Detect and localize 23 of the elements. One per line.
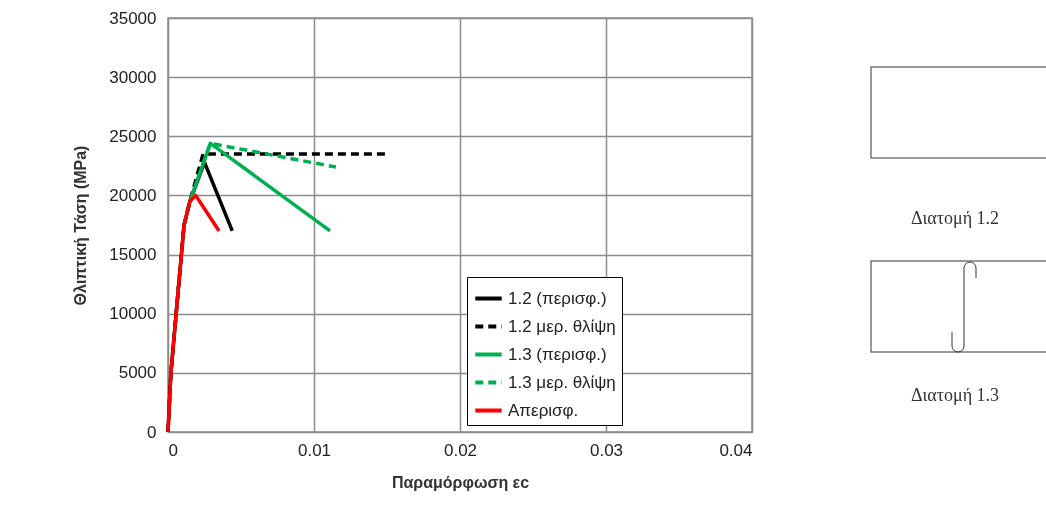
y-tick-label: 15000	[109, 245, 157, 265]
y-axis-title: Θλιπτική Τάση (MPa)	[72, 145, 90, 306]
y-tick-label: 20000	[109, 185, 157, 205]
y-tick-label: 10000	[109, 304, 157, 324]
x-tick-label: 0.03	[589, 440, 624, 460]
x-tick-label: 0.02	[443, 440, 478, 460]
line-series	[166, 193, 221, 434]
x-axis-title: Παραμόρφωση εc	[391, 473, 530, 491]
legend-label: 1.2 (περισφ.)	[508, 288, 607, 308]
y-tick-label: 0	[147, 422, 157, 442]
x-tick-label: 0.04	[719, 440, 753, 460]
legend-label: 1.2 μερ. θλίψη	[508, 316, 616, 336]
x-tick-label: 0	[168, 440, 178, 460]
legend-label: Απερισφ.	[508, 400, 579, 420]
y-tick-label: 30000	[109, 67, 157, 87]
legend-label: 1.3 (περισφ.)	[508, 344, 607, 364]
text: Διατομή 1.3	[910, 385, 1000, 406]
y-tick-label: 25000	[109, 126, 157, 146]
x-tick-label: 0.01	[297, 440, 332, 460]
text: Διατομή 1.2	[910, 208, 1000, 229]
y-tick-label: 5000	[118, 363, 157, 383]
y-tick-label: 35000	[109, 8, 157, 28]
legend-label: 1.3 μερ. θλίψη	[508, 372, 616, 392]
